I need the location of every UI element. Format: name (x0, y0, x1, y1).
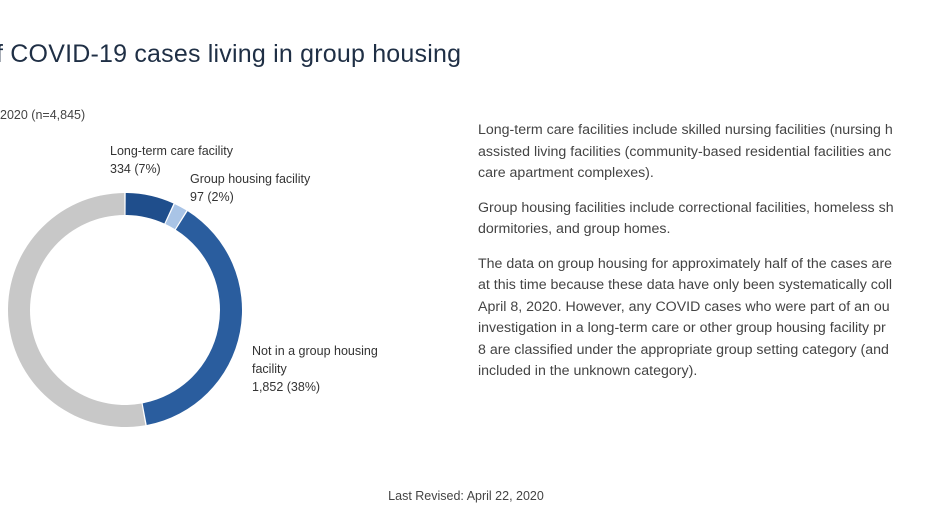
description-line: investigation in a long-term care or oth… (478, 320, 886, 336)
description-line: included in the unknown category). (478, 363, 698, 379)
description-line: Group housing facilities include correct… (478, 199, 894, 216)
donut-slice-1 (165, 204, 187, 230)
label-not-in-group-housing-name-2: facility (252, 362, 287, 376)
label-not-in-group-housing-value: 1,852 (38%) (252, 380, 321, 394)
chart-title: f COVID-19 cases living in group housing (0, 40, 462, 68)
description-line: April 8, 2020. However, any COVID cases … (478, 298, 890, 315)
donut-slice-0 (125, 193, 174, 224)
label-group-housing-name: Group housing facility (190, 172, 311, 186)
description-line: care apartment complexes). (478, 165, 654, 181)
label-group-housing: Group housing facility 97 (2%) (190, 170, 310, 206)
description-line: assisted living facilities (community-ba… (478, 143, 892, 160)
label-long-term-care-value: 334 (7%) (110, 162, 161, 176)
description: Long-term care facilities include skille… (478, 120, 932, 396)
label-long-term-care: Long-term care facility 334 (7%) (110, 142, 233, 178)
description-paragraph-data-note: The data on group housing for approximat… (478, 254, 932, 383)
description-line: Long-term care facilities include skille… (478, 122, 893, 138)
description-line: 8 are classified under the appropriate g… (478, 341, 889, 358)
description-line: The data on group housing for approximat… (478, 255, 893, 272)
description-line: at this time because these data have onl… (478, 277, 893, 293)
description-paragraph-long-term-care: Long-term care facilities include skille… (478, 120, 932, 185)
last-revised: Last Revised: April 22, 2020 (388, 489, 544, 503)
description-line: dormitories, and group homes. (478, 221, 671, 237)
donut-slice-3 (7, 193, 146, 427)
description-paragraph-group-housing: Group housing facilities include correct… (478, 198, 932, 241)
donut-chart (7, 193, 243, 427)
label-group-housing-value: 97 (2%) (190, 190, 234, 204)
chart-subtitle: 2020 (n=4,845) (0, 108, 86, 122)
label-not-in-group-housing-name-1: Not in a group housing (252, 344, 378, 358)
label-not-in-group-housing: Not in a group housing facility 1,852 (3… (252, 342, 378, 396)
label-long-term-care-name: Long-term care facility (110, 144, 233, 158)
donut-slice-2 (142, 211, 243, 425)
